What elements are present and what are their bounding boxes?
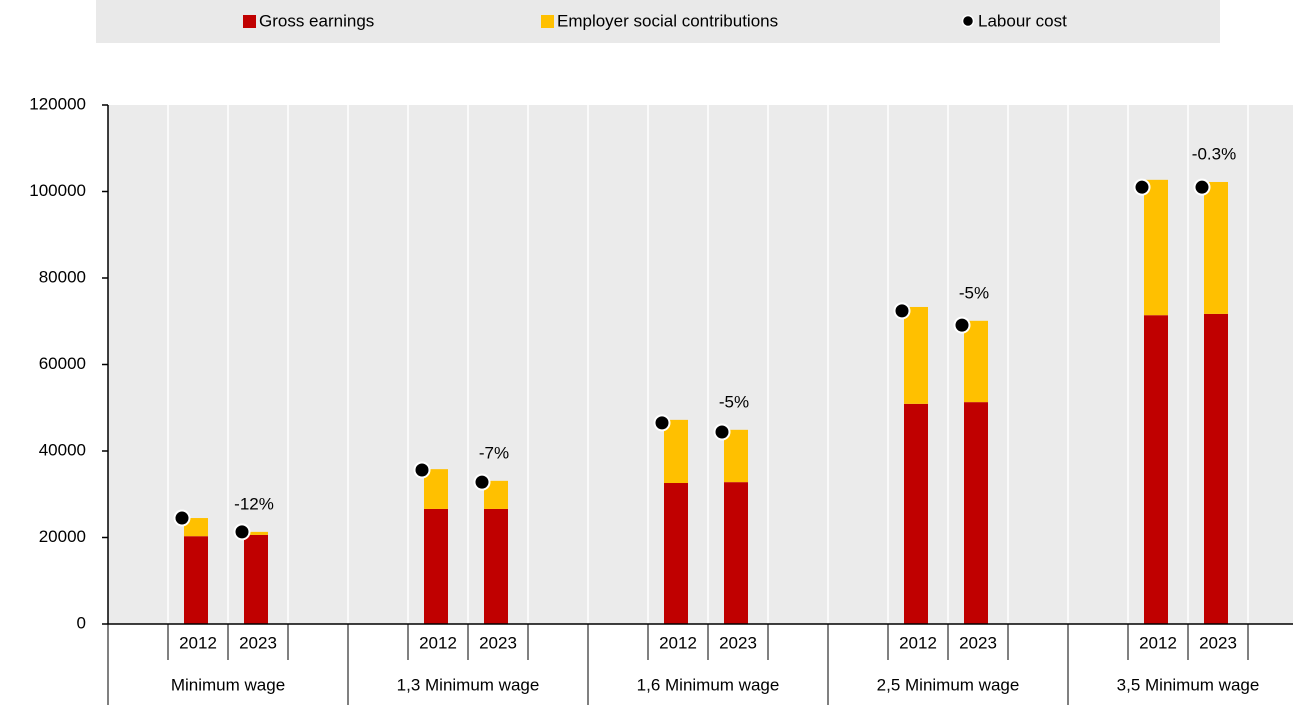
bar-segment xyxy=(184,518,208,537)
y-tick-label: 40000 xyxy=(39,440,86,459)
bar-segment xyxy=(904,403,928,624)
bar-segment xyxy=(1144,315,1168,624)
bar-segment xyxy=(904,306,928,404)
y-tick-label: 120000 xyxy=(29,94,86,113)
annotation: -7% xyxy=(479,443,509,462)
bar-segment xyxy=(1204,181,1228,314)
x-tick-label: 2023 xyxy=(1199,633,1237,652)
bar-segment xyxy=(244,534,268,624)
labour-cost-dot xyxy=(953,316,971,334)
labour-cost-dot xyxy=(1193,178,1211,196)
labour-cost-dot xyxy=(653,414,671,432)
bar-segment xyxy=(1204,313,1228,624)
group-label: 1,3 Minimum wage xyxy=(397,675,540,694)
x-tick-label: 2023 xyxy=(239,633,277,652)
x-tick-label: 2023 xyxy=(959,633,997,652)
x-tick-label: 2012 xyxy=(419,633,457,652)
bar-segment xyxy=(724,482,748,624)
legend-marker xyxy=(243,15,256,28)
labour-cost-dot xyxy=(413,461,431,479)
x-tick-label: 2012 xyxy=(899,633,937,652)
legend-marker xyxy=(541,15,554,28)
y-tick-label: 20000 xyxy=(39,527,86,546)
bar-segment xyxy=(484,508,508,624)
labour-cost-dot xyxy=(173,509,191,527)
group-label: Minimum wage xyxy=(171,675,285,694)
bar-segment xyxy=(664,419,688,484)
labour-cost-dot xyxy=(893,302,911,320)
bar-segment xyxy=(424,508,448,624)
x-tick-label: 2023 xyxy=(479,633,517,652)
x-tick-label: 2012 xyxy=(179,633,217,652)
annotation: -12% xyxy=(234,494,274,513)
legend-marker xyxy=(961,14,975,28)
bar-segment xyxy=(244,531,268,535)
bar-segment xyxy=(964,402,988,624)
group-label: 2,5 Minimum wage xyxy=(877,675,1020,694)
bar-segment xyxy=(1144,179,1168,316)
annotation: -5% xyxy=(719,392,749,411)
bar-segment xyxy=(724,429,748,483)
y-tick-label: 100000 xyxy=(29,181,86,200)
group-label: 3,5 Minimum wage xyxy=(1117,675,1260,694)
bar-segment xyxy=(964,320,988,403)
y-tick-label: 80000 xyxy=(39,267,86,286)
annotation: -0.3% xyxy=(1192,144,1236,163)
labour-cost-dot xyxy=(233,523,251,541)
legend-label: Labour cost xyxy=(978,11,1067,30)
annotation: -5% xyxy=(959,283,989,302)
y-tick-label: 0 xyxy=(77,613,86,632)
legend-label: Gross earnings xyxy=(259,11,374,30)
plot-background xyxy=(108,105,1293,624)
y-tick-label: 60000 xyxy=(39,354,86,373)
x-tick-label: 2012 xyxy=(659,633,697,652)
bar-segment xyxy=(664,483,688,624)
x-tick-label: 2023 xyxy=(719,633,757,652)
legend-background xyxy=(96,0,1220,43)
labour-cost-dot xyxy=(473,473,491,491)
labour-cost-dot xyxy=(1133,178,1151,196)
group-label: 1,6 Minimum wage xyxy=(637,675,780,694)
legend-label: Employer social contributions xyxy=(557,11,778,30)
bar-segment xyxy=(184,536,208,624)
x-tick-label: 2012 xyxy=(1139,633,1177,652)
labour-cost-dot xyxy=(713,423,731,441)
